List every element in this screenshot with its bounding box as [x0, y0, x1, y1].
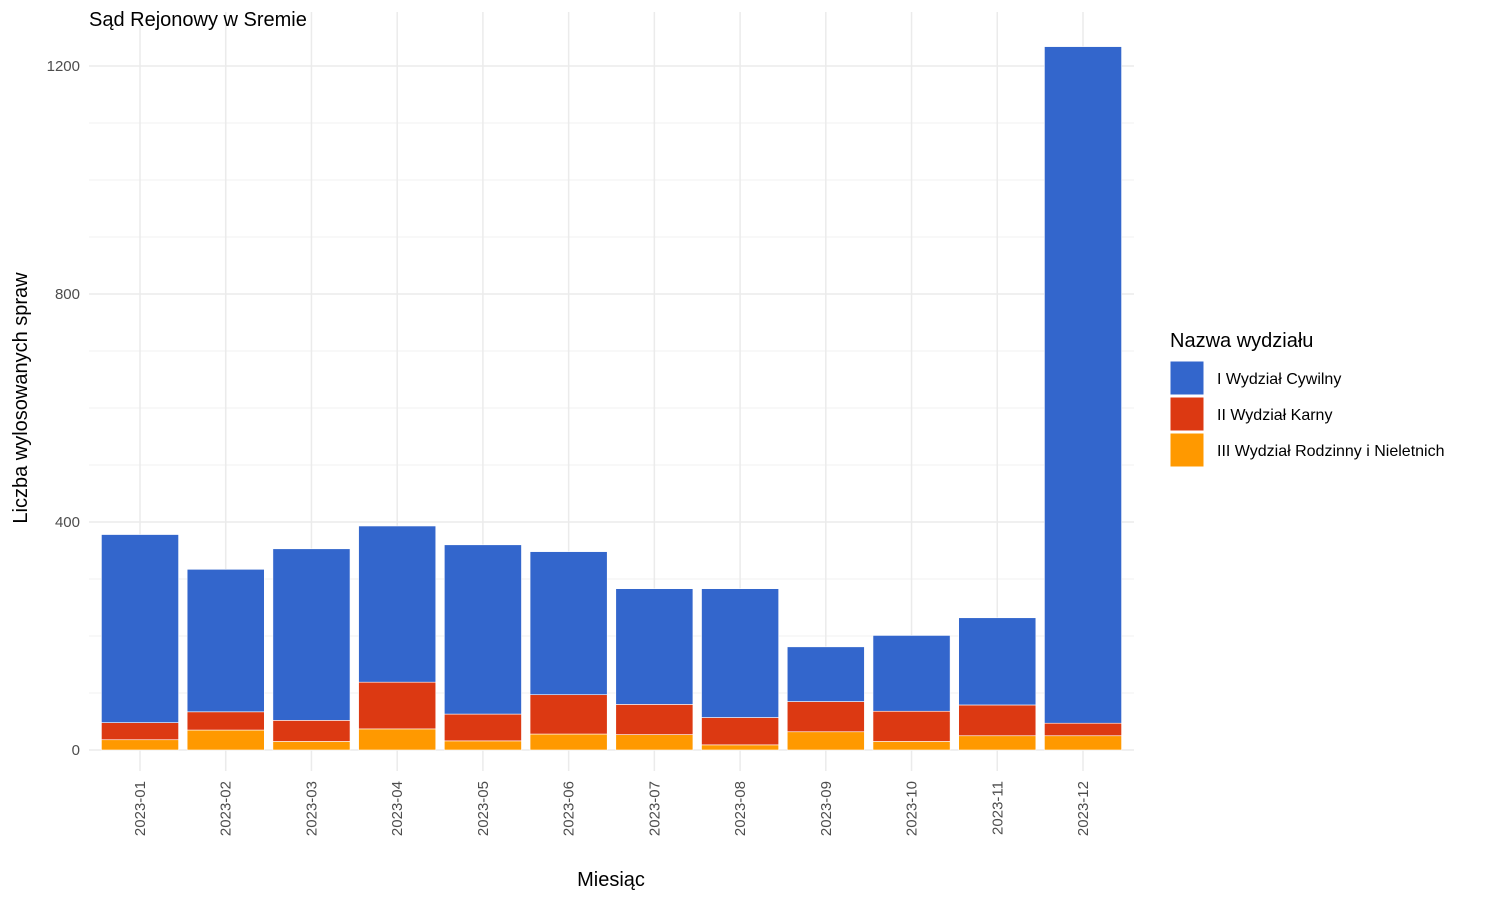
bar-segment — [186, 569, 265, 713]
x-tick-label: 2023-04 — [389, 781, 406, 836]
bar-segment — [701, 588, 779, 718]
bar-segment — [101, 722, 179, 741]
bar-segment — [786, 646, 865, 702]
bar-segment — [701, 717, 779, 746]
bar-segment — [1044, 735, 1122, 751]
bar-segment — [444, 544, 522, 715]
bar-segment — [1044, 722, 1122, 737]
bar-segment — [872, 741, 951, 751]
axes: 0 400 800 1200 2023-01 2023-02 2023-03 2023-04 2… — [47, 58, 1092, 836]
bar-segment — [186, 711, 265, 731]
bar-segment — [958, 617, 1037, 706]
bar-segment — [101, 534, 179, 723]
bar-segment — [358, 525, 437, 683]
x-tick-label: 2023-12 — [1075, 781, 1092, 836]
x-tick-label: 2023-08 — [732, 781, 749, 836]
x-tick-label: 2023-11 — [989, 781, 1006, 835]
bar-segment — [529, 551, 608, 696]
bar-segment — [529, 694, 608, 735]
legend-label: II Wydział Karny — [1217, 407, 1332, 424]
bar-segment — [786, 701, 865, 733]
x-tick-label: 2023-01 — [132, 781, 149, 836]
y-tick-label: 1200 — [47, 58, 80, 75]
x-tick-label: 2023-10 — [904, 781, 921, 836]
x-tick-label: 2023-09 — [818, 781, 835, 836]
legend: Nazwa wydziału I Wydział Cywilny II Wydzi… — [1169, 330, 1445, 468]
legend-title: Nazwa wydziału — [1170, 330, 1313, 352]
bar-segment — [358, 728, 437, 751]
bar-segment — [615, 704, 694, 735]
y-tick-label: 0 — [72, 742, 80, 759]
x-tick-label: 2023-05 — [475, 781, 492, 836]
legend-label: III Wydział Rodzinny i Nieletnich — [1217, 443, 1445, 460]
bar-segment — [1044, 46, 1122, 724]
bar-segment — [444, 740, 522, 751]
x-axis-title: Miesiąc — [577, 869, 645, 891]
bar-segment — [615, 734, 694, 751]
x-tick-label: 2023-03 — [303, 781, 320, 836]
legend-swatch — [1169, 432, 1205, 468]
bar-segment — [272, 741, 351, 751]
chart-title: Sąd Rejonowy w Sremie — [89, 9, 307, 31]
bars — [101, 46, 1122, 751]
y-axis-title: Liczba wylosowanych spraw — [10, 272, 32, 524]
bar-segment — [958, 735, 1037, 751]
bar-segment — [615, 588, 694, 705]
legend-swatch — [1169, 360, 1205, 396]
bar-segment — [872, 710, 951, 742]
bar-segment — [186, 729, 265, 751]
x-tick-label: 2023-06 — [561, 781, 578, 836]
bar-segment — [958, 704, 1037, 737]
x-tick-label: 2023-02 — [218, 781, 235, 836]
y-tick-label: 800 — [55, 286, 80, 303]
x-tick-label: 2023-07 — [646, 781, 663, 836]
bar-segment — [444, 713, 522, 742]
bar-segment — [701, 744, 779, 751]
bar-segment — [101, 739, 179, 751]
legend-label: I Wydział Cywilny — [1217, 371, 1341, 388]
bar-segment — [272, 548, 351, 721]
bar-segment — [529, 733, 608, 751]
legend-swatch — [1169, 396, 1205, 432]
bar-segment — [272, 720, 351, 742]
bar-segment — [358, 681, 437, 730]
bar-segment — [872, 635, 951, 712]
y-tick-label: 400 — [55, 514, 80, 531]
bar-segment — [786, 731, 865, 751]
